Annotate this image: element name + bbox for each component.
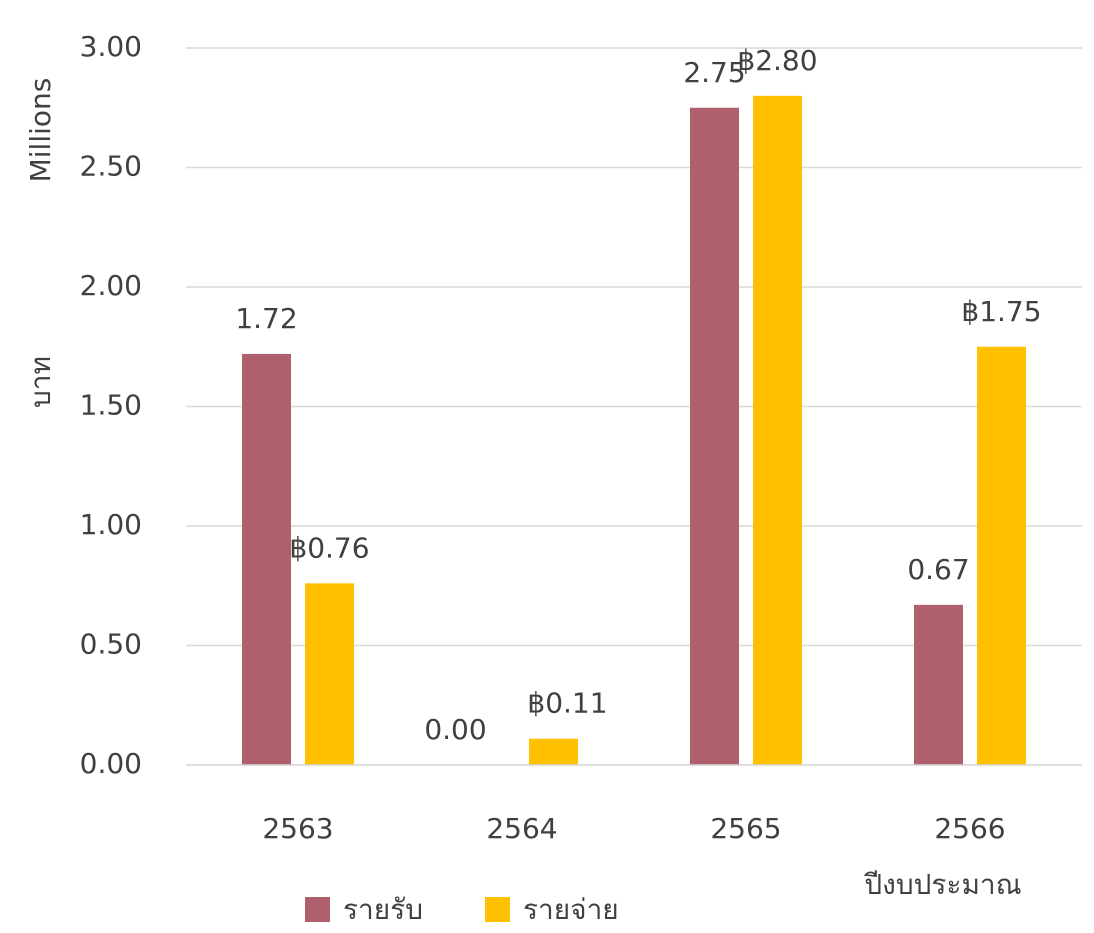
data-label: 0.00	[424, 713, 486, 746]
data-label: ฿0.76	[289, 531, 369, 564]
y-axis-unit: Millions	[24, 78, 57, 183]
data-label: ฿2.80	[737, 44, 817, 77]
y-tick-label: 2.00	[80, 269, 142, 302]
legend-label: รายจ่าย	[523, 893, 619, 926]
bar	[753, 95, 802, 766]
bar	[914, 604, 963, 765]
legend-swatch	[485, 897, 510, 922]
y-tick-label: 1.00	[80, 508, 142, 541]
x-tick-label: 2563	[262, 812, 333, 845]
y-tick-label: 3.00	[80, 30, 142, 63]
x-tick-label: 2564	[486, 812, 557, 845]
legend-swatch	[305, 897, 330, 922]
bar	[242, 353, 291, 765]
x-axis-title: ปีงบประมาณ	[863, 868, 1021, 901]
data-label: ฿1.75	[961, 295, 1041, 328]
y-tick-label: 2.50	[80, 150, 142, 183]
bar	[690, 107, 739, 765]
bar	[305, 583, 354, 765]
data-label: 0.67	[907, 553, 969, 586]
x-tick-label: 2565	[710, 812, 781, 845]
data-label: ฿0.11	[527, 687, 607, 720]
x-tick-label: 2566	[934, 812, 1005, 845]
data-label: 1.72	[235, 302, 297, 335]
y-tick-label: 1.50	[80, 389, 142, 422]
bar	[977, 346, 1026, 765]
bar	[529, 738, 578, 765]
data-label: 2.75	[683, 56, 745, 89]
legend-label: รายรับ	[343, 893, 423, 926]
y-axis-title: บาท	[24, 356, 57, 408]
y-tick-label: 0.50	[80, 628, 142, 661]
y-tick-label: 0.00	[80, 747, 142, 780]
